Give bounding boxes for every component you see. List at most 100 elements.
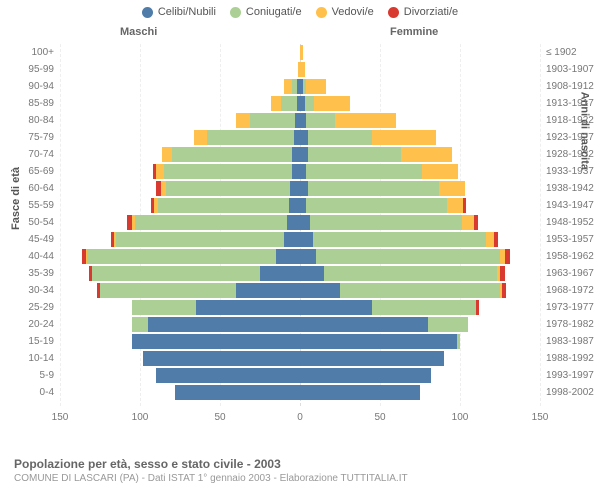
segment: [428, 317, 468, 332]
age-label: 15-19: [28, 333, 54, 350]
segment: [148, 317, 300, 332]
legend-label: Celibi/Nubili: [158, 6, 216, 18]
male-bar: [127, 215, 300, 230]
segment: [194, 130, 207, 145]
male-bar: [271, 96, 300, 111]
segment: [462, 215, 475, 230]
segment: [284, 79, 292, 94]
birth-year-label: 1958-1962: [546, 248, 594, 265]
age-label: 30-34: [28, 282, 54, 299]
legend-dot: [316, 7, 327, 18]
birth-year-label: 1913-1917: [546, 95, 594, 112]
segment: [306, 164, 421, 179]
legend-dot: [388, 7, 399, 18]
age-row: 65-691933-1937: [60, 163, 540, 180]
segment: [476, 300, 479, 315]
segment: [300, 351, 444, 366]
male-bar: [175, 385, 300, 400]
age-row: 15-191983-1987: [60, 333, 540, 350]
birth-year-label: 1973-1977: [546, 299, 594, 316]
female-bar: [300, 334, 460, 349]
female-bar: [300, 164, 458, 179]
segment: [306, 79, 325, 94]
segment: [340, 283, 500, 298]
age-label: 90-94: [28, 78, 54, 95]
xtick: 100: [132, 412, 149, 423]
age-row: 85-891913-1917: [60, 95, 540, 112]
segment: [207, 130, 293, 145]
age-label: 45-49: [28, 231, 54, 248]
segment: [486, 232, 494, 247]
segment: [308, 181, 439, 196]
segment: [324, 266, 497, 281]
segment: [260, 266, 300, 281]
age-row: 35-391963-1967: [60, 265, 540, 282]
male-bar: [236, 113, 300, 128]
legend-label: Coniugati/e: [246, 6, 302, 18]
birth-year-label: 1953-1957: [546, 231, 594, 248]
age-label: 70-74: [28, 146, 54, 163]
legend-dot: [142, 7, 153, 18]
segment: [314, 96, 349, 111]
segment: [300, 334, 457, 349]
xtick: 150: [52, 412, 69, 423]
age-label: 50-54: [28, 214, 54, 231]
age-label: 65-69: [28, 163, 54, 180]
segment: [164, 164, 292, 179]
segment: [308, 147, 401, 162]
birth-year-label: 1928-1932: [546, 146, 594, 163]
segment: [135, 215, 287, 230]
female-bar: [300, 368, 431, 383]
male-bar: [143, 351, 300, 366]
segment: [290, 181, 300, 196]
female-bar: [300, 62, 305, 77]
segment: [292, 147, 300, 162]
segment: [372, 130, 436, 145]
segment: [300, 181, 308, 196]
female-bar: [300, 232, 498, 247]
xtick: 50: [214, 412, 225, 423]
age-row: 10-141988-1992: [60, 350, 540, 367]
male-bar: [156, 368, 300, 383]
legend-item: Coniugati/e: [230, 6, 302, 18]
birth-year-label: 1983-1987: [546, 333, 594, 350]
segment: [463, 198, 466, 213]
age-row: 55-591943-1947: [60, 197, 540, 214]
age-label: 25-29: [28, 299, 54, 316]
birth-year-label: ≤ 1902: [546, 44, 577, 61]
segment: [305, 96, 315, 111]
segment: [166, 181, 291, 196]
segment: [300, 300, 372, 315]
segment: [158, 198, 289, 213]
female-bar: [300, 266, 505, 281]
birth-year-label: 1968-1972: [546, 282, 594, 299]
segment: [156, 368, 300, 383]
age-row: 90-941908-1912: [60, 78, 540, 95]
age-row: 25-291973-1977: [60, 299, 540, 316]
segment: [284, 232, 300, 247]
birth-year-label: 1943-1947: [546, 197, 594, 214]
legend: Celibi/NubiliConiugati/eVedovi/eDivorzia…: [0, 0, 600, 18]
age-label: 85-89: [28, 95, 54, 112]
age-row: 5-91993-1997: [60, 367, 540, 384]
legend-dot: [230, 7, 241, 18]
segment: [300, 232, 313, 247]
age-row: 80-841918-1922: [60, 112, 540, 129]
segment: [306, 198, 447, 213]
segment: [474, 215, 477, 230]
population-pyramid-chart: Celibi/NubiliConiugati/eVedovi/eDivorzia…: [0, 0, 600, 500]
legend-item: Vedovi/e: [316, 6, 374, 18]
male-bar: [111, 232, 300, 247]
segment: [156, 164, 164, 179]
male-bar: [82, 249, 300, 264]
segment: [236, 113, 250, 128]
birth-year-label: 1918-1922: [546, 112, 594, 129]
plot-area: 100+≤ 190295-991903-190790-941908-191285…: [60, 44, 540, 434]
female-bar: [300, 283, 506, 298]
male-bar: [156, 181, 300, 196]
segment: [132, 300, 196, 315]
segment: [494, 232, 499, 247]
segment: [132, 334, 300, 349]
segment: [92, 266, 260, 281]
age-row: 50-541948-1952: [60, 214, 540, 231]
